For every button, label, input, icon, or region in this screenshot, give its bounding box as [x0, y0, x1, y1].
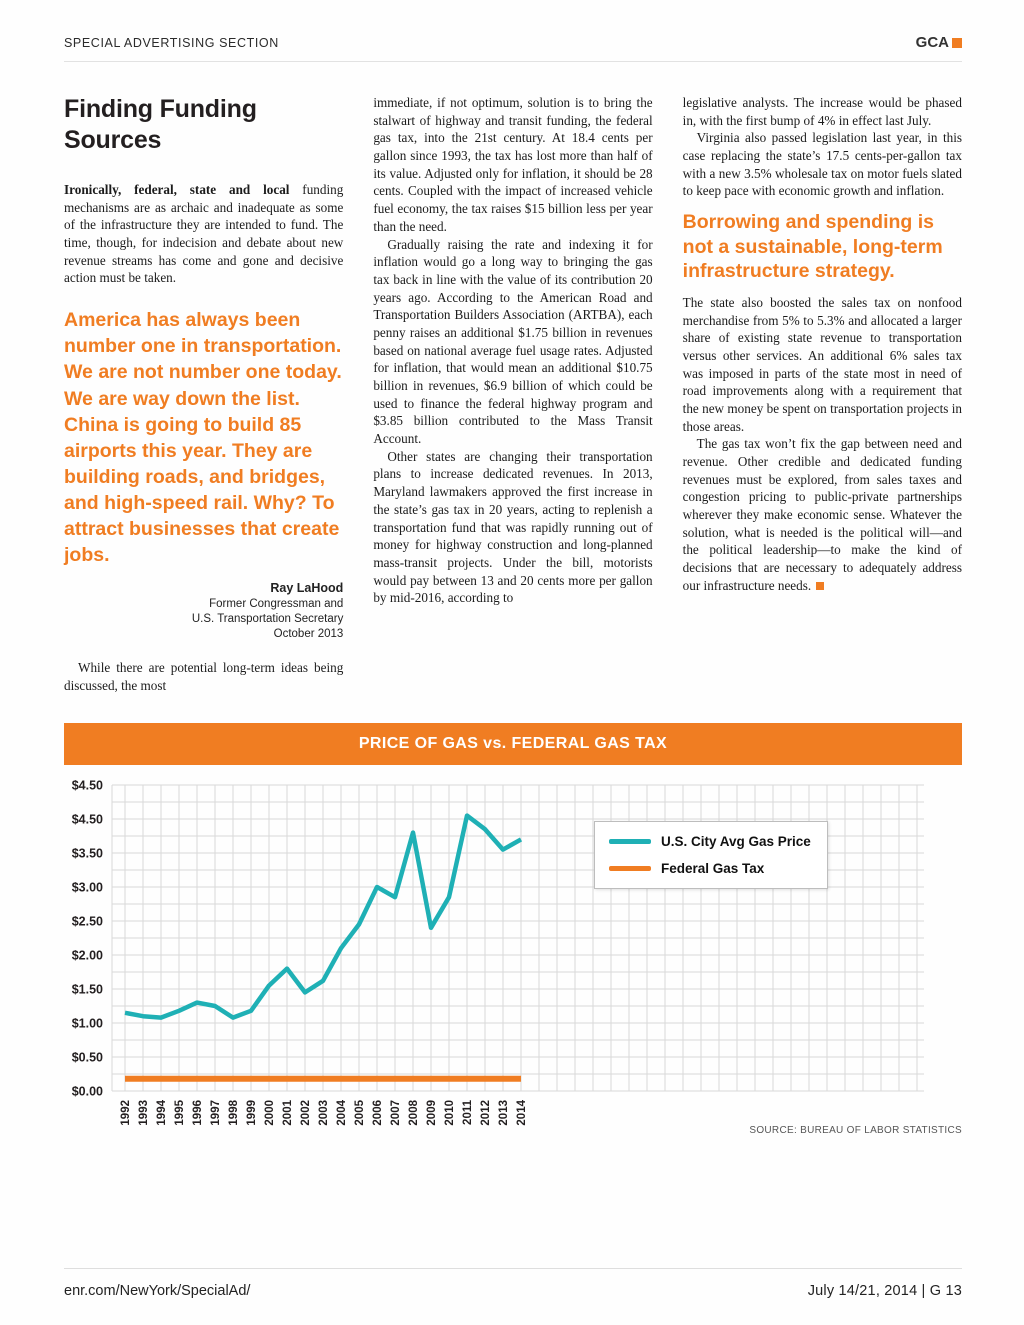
svg-text:1992: 1992 [120, 1100, 132, 1126]
legend-item-gas-tax: Federal Gas Tax [609, 861, 813, 876]
paragraph: While there are potential long-term idea… [64, 660, 344, 694]
article-body: Finding Funding Sources Ironically, fede… [64, 94, 962, 695]
attribution-line: Former Congressman and [209, 597, 344, 610]
svg-text:1999: 1999 [246, 1100, 258, 1126]
chart-title-bar: PRICE OF GAS vs. FEDERAL GAS TAX [64, 722, 962, 765]
lead-paragraph: Ironically, federal, state and local fun… [64, 181, 343, 287]
svg-text:2013: 2013 [498, 1100, 510, 1126]
svg-text:$4.50: $4.50 [72, 812, 103, 826]
gca-logo: GCA [916, 34, 962, 51]
svg-text:2007: 2007 [390, 1100, 402, 1126]
chart-source: SOURCE: BUREAU OF LABOR STATISTICS [749, 1124, 962, 1136]
svg-text:$3.50: $3.50 [72, 846, 103, 860]
svg-text:$2.00: $2.00 [72, 948, 103, 962]
footer-issue-page: July 14/21, 2014 | G 13 [807, 1283, 962, 1299]
chart-section: PRICE OF GAS vs. FEDERAL GAS TAX $4.50 $4… [64, 722, 962, 1136]
svg-text:$0.00: $0.00 [72, 1084, 103, 1098]
attribution-line: U.S. Transportation Secretary [191, 612, 344, 625]
paragraph: The gas tax won’t fix the gap between ne… [683, 435, 962, 594]
attribution-name: Ray LaHood [270, 581, 344, 596]
svg-text:$1.50: $1.50 [72, 982, 103, 996]
gca-logo-square-icon [952, 37, 962, 48]
svg-text:1998: 1998 [228, 1099, 240, 1125]
svg-text:2012: 2012 [480, 1100, 492, 1126]
paragraph: Gradually raising the rate and indexing … [373, 236, 653, 447]
article-end-mark-icon [816, 581, 825, 590]
paragraph: The state also boosted the sales tax on … [682, 294, 962, 434]
column-1: Finding Funding Sources Ironically, fede… [64, 94, 343, 695]
svg-text:2003: 2003 [318, 1100, 330, 1126]
quote-attribution: Ray LaHood Former Congressman and U.S. T… [64, 580, 343, 641]
svg-text:1997: 1997 [210, 1100, 222, 1126]
gas-tax-line-swatch [609, 865, 651, 871]
column-2: immediate, if not optimum, solution is t… [373, 94, 652, 695]
attribution-line: October 2013 [273, 627, 344, 640]
chart-title: PRICE OF GAS vs. FEDERAL GAS TAX [358, 734, 668, 752]
gca-logo-text: GCA [915, 34, 949, 51]
svg-text:2006: 2006 [372, 1100, 384, 1126]
paragraph: Other states are changing their transpor… [373, 448, 653, 606]
page-header: SPECIAL ADVERTISING SECTION GCA [64, 34, 962, 62]
svg-text:2011: 2011 [462, 1099, 474, 1125]
svg-text:2009: 2009 [426, 1100, 438, 1126]
chart-legend: U.S. City Avg Gas Price Federal Gas Tax [594, 820, 828, 889]
svg-text:2000: 2000 [264, 1100, 276, 1126]
svg-text:$2.50: $2.50 [72, 914, 103, 928]
legend-label: Federal Gas Tax [661, 860, 765, 876]
svg-text:$1.00: $1.00 [72, 1016, 103, 1030]
svg-text:1996: 1996 [192, 1100, 204, 1126]
svg-text:$4.50: $4.50 [72, 778, 103, 792]
svg-text:1995: 1995 [174, 1099, 186, 1125]
svg-text:$3.00: $3.00 [72, 880, 103, 894]
svg-text:1994: 1994 [156, 1099, 168, 1125]
svg-text:$0.50: $0.50 [72, 1050, 103, 1064]
pull-quote: America has always been number one in tr… [64, 309, 342, 567]
column-3: legislative analysts. The increase would… [683, 94, 962, 695]
gas-price-line-swatch [609, 838, 651, 844]
svg-text:2010: 2010 [444, 1100, 456, 1126]
article-title: Finding Funding Sources [64, 95, 257, 154]
svg-text:2004: 2004 [336, 1099, 348, 1125]
svg-text:2005: 2005 [354, 1099, 366, 1125]
lead-bold-text: Ironically, federal, state and local [64, 182, 290, 197]
paragraph: immediate, if not optimum, solution is t… [373, 95, 653, 234]
paragraph-text: The gas tax won’t fix the gap between ne… [682, 436, 962, 593]
svg-text:2001: 2001 [282, 1099, 294, 1125]
svg-text:2002: 2002 [300, 1100, 312, 1126]
paragraph: Virginia also passed legislation last ye… [682, 130, 962, 199]
chart-area: $4.50 $4.50 $3.50 $3.00 $2.50 $2.00 $1.50 $1.00… [64, 771, 962, 1143]
svg-text:2008: 2008 [408, 1099, 420, 1125]
section-label: SPECIAL ADVERTISING SECTION [64, 35, 279, 50]
page-footer: enr.com/NewYork/SpecialAd/ July 14/21, 2… [64, 1268, 962, 1299]
lead-rest-text: funding mechanisms are as archaic and in… [64, 182, 344, 286]
svg-text:1993: 1993 [138, 1100, 150, 1126]
footer-url: enr.com/NewYork/SpecialAd/ [64, 1283, 251, 1299]
section-heading: Borrowing and spending is not a sustaina… [682, 211, 943, 283]
paragraph: legislative analysts. The increase would… [682, 95, 962, 128]
legend-item-gas-price: U.S. City Avg Gas Price [609, 834, 813, 849]
svg-text:2014: 2014 [516, 1099, 528, 1125]
legend-label: U.S. City Avg Gas Price [661, 833, 811, 849]
